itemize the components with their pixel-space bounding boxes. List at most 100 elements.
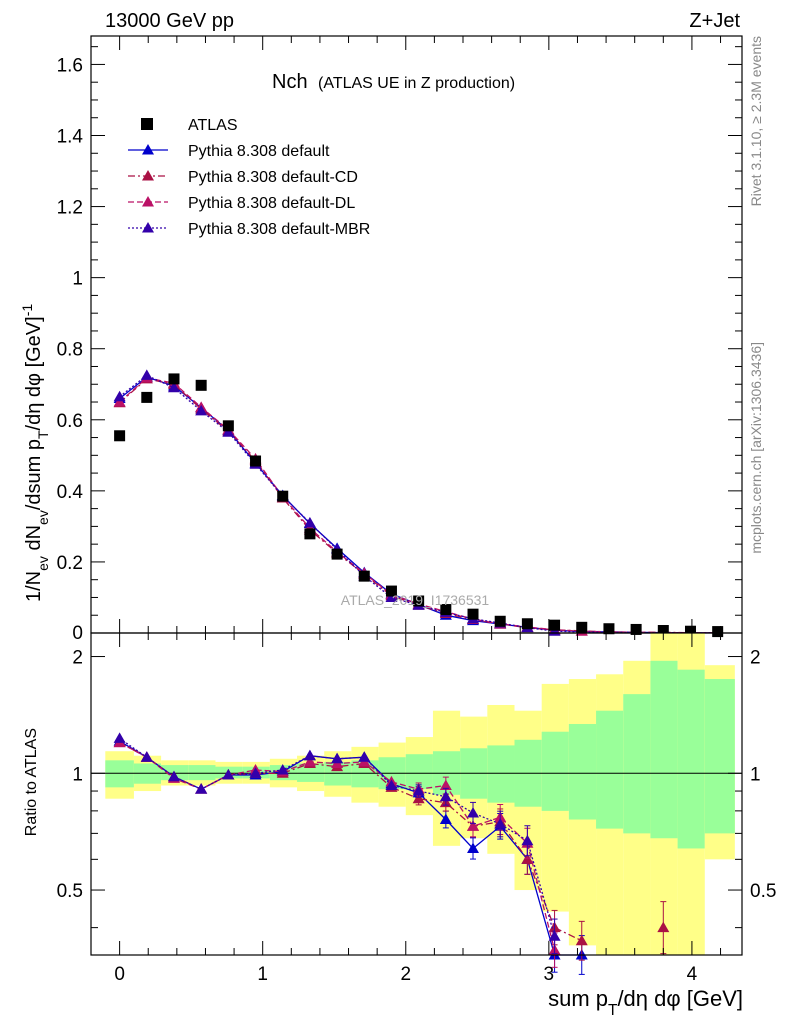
main-series-marker-4 bbox=[113, 390, 126, 402]
ratio-series-marker-4 bbox=[222, 768, 235, 780]
y-tick-label-main: 0.2 bbox=[57, 553, 83, 574]
data-point bbox=[114, 430, 126, 442]
ratio-band-inner bbox=[623, 694, 651, 834]
ratio-series-marker-4 bbox=[439, 790, 452, 802]
data-point bbox=[494, 615, 506, 627]
y-tick-label-main: 1 bbox=[72, 269, 83, 290]
data-point bbox=[195, 379, 207, 391]
x-tick-label: 4 bbox=[687, 964, 698, 985]
ratio-series-marker-4 bbox=[167, 770, 180, 782]
y-axis-label-main: 1/Nev dNev/dsum pT/dη dφ [GeV]-1 bbox=[19, 304, 51, 602]
ratio-series-marker-1 bbox=[439, 813, 452, 825]
header-right: Z+Jet bbox=[689, 10, 740, 32]
ratio-band-inner bbox=[650, 660, 678, 839]
data-point bbox=[358, 570, 370, 582]
ratio-series-marker-4 bbox=[140, 751, 153, 762]
ratio-series-marker-1 bbox=[467, 842, 480, 853]
ratio-series-marker-4 bbox=[113, 732, 126, 743]
y-tick-label-main: 0.4 bbox=[57, 482, 84, 503]
main-series-marker-4 bbox=[195, 404, 208, 416]
data-point bbox=[168, 373, 180, 385]
ratio-series-marker-4 bbox=[195, 783, 208, 794]
ratio-series-marker-4 bbox=[521, 834, 534, 846]
x-tick-label: 1 bbox=[257, 964, 268, 985]
ratio-plot-frame bbox=[90, 632, 743, 956]
ratio-series-marker-4 bbox=[276, 763, 289, 775]
ratio-series-marker-3 bbox=[439, 779, 452, 791]
data-point bbox=[331, 548, 343, 560]
data-point bbox=[222, 420, 234, 432]
ratio-y-tick-label-left: 0.5 bbox=[57, 881, 83, 902]
data-point bbox=[440, 604, 452, 616]
ratio-series-marker-4 bbox=[467, 806, 480, 818]
ratio-series-marker-4 bbox=[548, 930, 561, 941]
main-series-marker-4 bbox=[140, 369, 153, 380]
ratio-y-tick-label-right: 0.5 bbox=[750, 881, 776, 902]
ratio-series-marker-4 bbox=[331, 752, 344, 764]
ratio-series-marker-4 bbox=[412, 785, 425, 796]
legend-label-4: Pythia 8.308 default-MBR bbox=[188, 221, 370, 238]
data-point bbox=[413, 595, 425, 607]
svg-text:1/Nev dNev/dsum pT/dη dφ [GeV]: 1/Nev dNev/dsum pT/dη dφ [GeV]-1 bbox=[19, 304, 51, 602]
mcplots-label: mcplots.cern.ch [arXiv:1306.3436] bbox=[748, 342, 764, 554]
ratio-series-marker-2 bbox=[575, 934, 588, 946]
legend-marker-3 bbox=[142, 196, 154, 207]
ratio-series-marker-2 bbox=[412, 792, 425, 804]
legend-marker-1 bbox=[142, 144, 154, 155]
ratio-y-tick-label-right: 1 bbox=[750, 764, 761, 785]
plot-title: Nch bbox=[272, 71, 308, 93]
main-series-marker-3 bbox=[113, 396, 126, 407]
main-series-marker-4 bbox=[167, 381, 180, 393]
x-axis-label: sum pT/dη dφ [GeV] bbox=[548, 986, 743, 1019]
ratio-series-marker-3 bbox=[467, 820, 480, 831]
ratio-y-tick-label-right: 2 bbox=[750, 648, 761, 669]
data-point bbox=[630, 623, 642, 635]
ratio-series-marker-2 bbox=[657, 921, 670, 933]
ratio-series-marker-3 bbox=[303, 755, 316, 767]
legend-label-data: ATLAS bbox=[188, 117, 238, 134]
analysis-watermark: ATLAS_2019_I1736531 bbox=[341, 592, 490, 608]
ratio-series-marker-4 bbox=[303, 749, 316, 761]
ratio-band-inner bbox=[568, 723, 597, 820]
data-point bbox=[250, 455, 262, 467]
legend: ATLAS Pythia 8.308 default Pythia 8.308 de… bbox=[128, 117, 370, 238]
ratio-band-inner bbox=[487, 745, 515, 803]
data-point bbox=[549, 619, 561, 631]
ratio-band-inner bbox=[405, 754, 433, 790]
data-point bbox=[712, 626, 724, 638]
data-point bbox=[521, 618, 533, 630]
ratio-band-inner bbox=[677, 669, 705, 849]
header-left: 13000 GeV pp bbox=[105, 10, 234, 32]
x-tick-label: 3 bbox=[544, 964, 555, 985]
data-point bbox=[141, 391, 153, 403]
ratio-series-marker-4 bbox=[249, 767, 262, 778]
ratio-y-tick-label-left: 1 bbox=[72, 764, 83, 785]
rivet-label: Rivet 3.1.10, ≥ 2.3M events bbox=[748, 36, 764, 206]
ratio-y-tick-label-left: 2 bbox=[72, 648, 83, 669]
legend-label-2: Pythia 8.308 default-CD bbox=[188, 169, 358, 186]
legend-marker-2 bbox=[142, 170, 154, 181]
ratio-plot-area bbox=[91, 633, 742, 955]
ratio-series-marker-4 bbox=[494, 818, 507, 829]
legend-label-3: Pythia 8.308 default-DL bbox=[188, 195, 355, 212]
legend-marker-4 bbox=[142, 222, 154, 233]
y-tick-label-main-zero: 0 bbox=[72, 623, 83, 644]
data-point bbox=[576, 621, 588, 633]
y-axis-label-ratio: Ratio to ATLAS bbox=[23, 728, 40, 836]
main-series-marker-4 bbox=[222, 426, 235, 437]
main-series-marker-4 bbox=[303, 516, 316, 528]
data-point bbox=[684, 625, 696, 637]
ratio-series-marker-4 bbox=[358, 751, 371, 762]
data-point bbox=[603, 623, 615, 635]
main-series-line-2 bbox=[119, 378, 718, 634]
data-point bbox=[467, 608, 479, 620]
y-tick-label-main: 0.8 bbox=[57, 340, 83, 361]
legend-marker-data bbox=[141, 118, 153, 130]
ratio-band-inner bbox=[188, 765, 216, 781]
y-tick-label-main: 1.2 bbox=[57, 198, 83, 219]
data-point bbox=[304, 528, 316, 540]
x-tick-label: 2 bbox=[400, 964, 411, 985]
ratio-series-marker-4 bbox=[385, 779, 398, 791]
ratio-band-inner bbox=[704, 679, 735, 834]
